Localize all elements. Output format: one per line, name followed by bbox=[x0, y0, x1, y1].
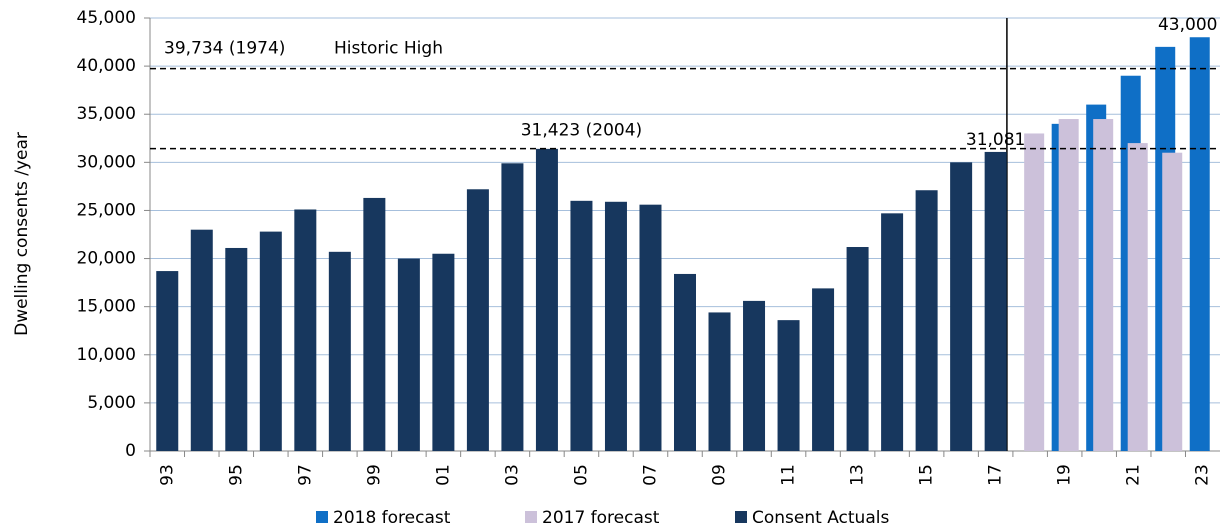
bar bbox=[328, 251, 351, 451]
bar bbox=[259, 231, 282, 451]
x-tick-label: 05 bbox=[571, 464, 591, 486]
bar bbox=[674, 273, 696, 451]
y-tick-label: 25,000 bbox=[77, 200, 136, 220]
bar bbox=[846, 247, 869, 451]
x-tick-label: 23 bbox=[1193, 464, 1213, 486]
y-axis-title: Dwelling consents /year bbox=[12, 132, 32, 336]
value-label: 43,000 bbox=[1158, 15, 1217, 35]
y-tick-label: 45,000 bbox=[77, 8, 136, 28]
bar bbox=[1189, 37, 1210, 451]
reference-label: 31,423 (2004) bbox=[521, 121, 642, 141]
bar bbox=[1093, 119, 1114, 452]
bar bbox=[743, 300, 766, 451]
reference-annotation: Historic High bbox=[334, 39, 443, 59]
x-tick-label: 93 bbox=[157, 464, 177, 486]
x-tick-label: 09 bbox=[710, 464, 730, 486]
bar bbox=[1024, 133, 1045, 451]
bar bbox=[294, 209, 317, 451]
legend-swatch bbox=[316, 511, 328, 523]
bar bbox=[432, 253, 455, 451]
x-tick-label: 99 bbox=[364, 464, 384, 486]
bar bbox=[535, 148, 558, 451]
x-tick-label: 95 bbox=[226, 464, 246, 486]
y-tick-label: 10,000 bbox=[77, 345, 136, 365]
x-tick-label: 21 bbox=[1124, 464, 1144, 486]
bar bbox=[156, 271, 179, 451]
legend-label: 2017 forecast bbox=[542, 508, 660, 528]
x-tick-label: 15 bbox=[917, 464, 937, 486]
x-tick-label: 97 bbox=[295, 464, 315, 486]
legend-swatch bbox=[525, 511, 537, 523]
y-tick-label: 5,000 bbox=[87, 393, 136, 413]
x-tick-label: 01 bbox=[433, 464, 453, 486]
bar bbox=[639, 204, 662, 451]
y-tick-label: 20,000 bbox=[77, 249, 136, 269]
y-tick-label: 35,000 bbox=[77, 104, 136, 124]
value-label: 31,081 bbox=[966, 130, 1025, 150]
y-tick-label: 15,000 bbox=[77, 297, 136, 317]
bar bbox=[984, 151, 1007, 452]
bar bbox=[812, 288, 835, 451]
legend-label: Consent Actuals bbox=[752, 508, 889, 528]
y-tick-label: 40,000 bbox=[77, 56, 136, 76]
bar bbox=[570, 200, 593, 451]
bar bbox=[363, 197, 386, 451]
x-tick-label: 17 bbox=[986, 464, 1006, 486]
y-tick-label: 30,000 bbox=[77, 152, 136, 172]
bar bbox=[225, 247, 248, 451]
bar bbox=[190, 229, 213, 451]
bar bbox=[501, 163, 524, 451]
x-tick-label: 03 bbox=[502, 464, 522, 486]
legend-label: 2018 forecast bbox=[333, 508, 451, 528]
x-tick-label: 19 bbox=[1055, 464, 1075, 486]
x-tick-label: 13 bbox=[848, 464, 868, 486]
bar bbox=[881, 213, 904, 451]
reference-label: 39,734 (1974) bbox=[164, 39, 285, 59]
bar bbox=[777, 320, 800, 451]
legend-swatch bbox=[735, 511, 747, 523]
bar bbox=[915, 190, 938, 451]
y-tick-label: 0 bbox=[125, 441, 136, 461]
bar bbox=[1058, 119, 1079, 452]
bar bbox=[708, 312, 731, 451]
bar bbox=[1162, 152, 1183, 451]
x-tick-label: 11 bbox=[779, 464, 799, 486]
bar bbox=[950, 162, 973, 452]
x-tick-label: 07 bbox=[640, 464, 660, 486]
bar bbox=[604, 201, 627, 451]
bar bbox=[1127, 143, 1148, 452]
bar bbox=[397, 258, 420, 451]
bar bbox=[466, 189, 489, 451]
